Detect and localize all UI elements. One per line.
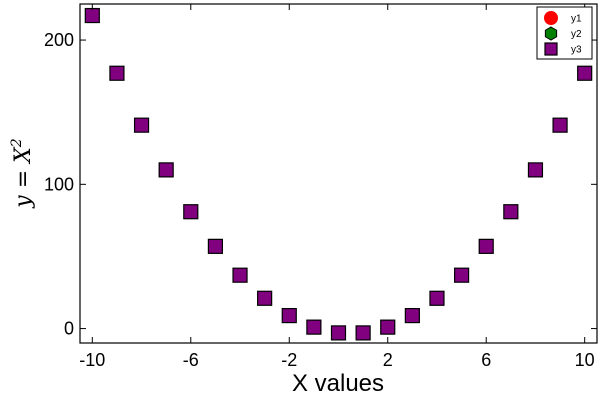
data-point-y3 [133,117,150,133]
legend-marker-y1 [544,11,558,25]
data-marks [84,7,593,341]
data-point-y3 [429,290,445,306]
plot-frame [79,3,598,344]
data-point-y3 [330,325,347,341]
data-point-y3 [527,162,544,178]
data-point-y3 [552,117,568,133]
x-tick-label: 10 [575,350,595,370]
data-point-y3 [84,7,100,24]
y-tick-label: 100 [44,174,74,194]
legend-label-y3: y3 [571,45,582,56]
x-tick-labels: -10 -6 -2 2 6 10 [79,350,594,370]
y-tick-labels: 0 100 200 [44,30,74,339]
data-point-y3 [503,204,519,220]
legend-label-y1: y1 [571,14,582,25]
data-point-y3 [380,319,396,335]
data-point-y3 [355,325,371,341]
data-point-y3 [404,307,420,324]
legend-marker-y2 [544,26,558,41]
data-point-y3 [478,238,494,254]
legend-marker-y3 [544,42,558,56]
data-point-y3 [306,319,322,335]
data-point-y3 [453,267,470,283]
x-axis-label: X values [292,370,384,397]
y-axis-label-base: y = X [11,146,36,209]
y-axis-label: y = X2 [9,138,36,209]
x-tick-label: -6 [183,350,199,370]
data-point-y3 [577,65,593,81]
x-tick-label: 2 [383,350,393,370]
x-tick-label: 6 [481,350,491,370]
data-point-y3 [158,162,174,178]
data-point-y3 [281,307,297,324]
y-axis-label-exponent: 2 [9,138,25,148]
y-tick-label: 0 [64,319,74,339]
data-point-y3 [207,238,224,254]
data-point-y3 [257,290,273,306]
legend-label-y2: y2 [571,29,582,40]
legend: y1 y2 y3 [536,6,593,60]
x-tick-label: -2 [281,350,297,370]
data-point-y3 [232,267,248,283]
data-point-y3 [183,204,199,220]
y-tick-label: 200 [44,30,74,50]
data-point-y3 [109,65,125,81]
x-tick-label: -10 [79,350,105,370]
